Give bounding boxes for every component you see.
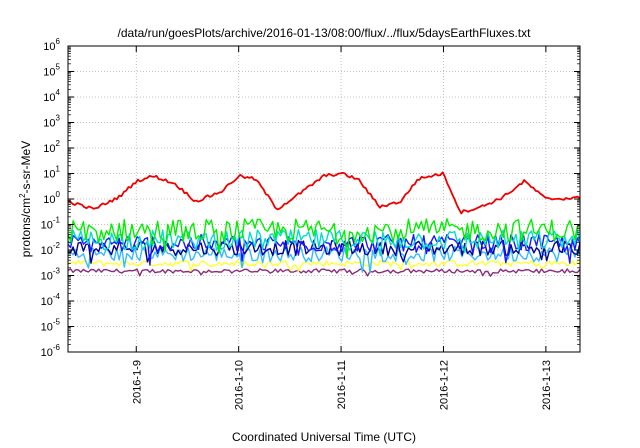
- y-tick-label: 10-3: [41, 267, 61, 283]
- y-tick-label: 10-2: [41, 241, 61, 257]
- y-tick-label: 106: [43, 37, 60, 53]
- y-tick-labels: 10-6 10-5 10-4 10-3 10-2 10-1 100 101 102 103 104 1…: [41, 37, 61, 359]
- series-layer: [67, 171, 581, 277]
- series-line: [67, 245, 581, 274]
- y-tick-label: 101: [43, 165, 60, 181]
- series-line: [67, 259, 581, 272]
- x-tick-labels: 2016-1-9 2016-1-10 2016-1-11 2016-1-12 2016-…: [131, 360, 553, 410]
- y-tick-label: 100: [43, 190, 60, 206]
- grid-lines: [68, 46, 580, 352]
- x-tick-label: 2016-1-10: [234, 360, 246, 410]
- axis-ticks: [68, 45, 580, 353]
- y-tick-label: 10-1: [41, 216, 61, 232]
- series-line: [67, 229, 581, 257]
- y-tick-label: 103: [43, 114, 60, 130]
- y-axis-label: protons/cm2-s-sr-MeV: [18, 141, 33, 257]
- series-line: [67, 239, 581, 264]
- y-tick-label: 10-5: [41, 318, 61, 334]
- x-tick-label: 2016-1-11: [336, 360, 348, 409]
- series-line: [67, 171, 581, 215]
- series-line: [67, 268, 581, 277]
- x-tick-label: 2016-1-13: [541, 360, 553, 410]
- y-tick-label: 10-4: [41, 292, 61, 308]
- x-tick-label: 2016-1-9: [131, 360, 143, 404]
- y-tick-label: 104: [43, 88, 60, 104]
- y-tick-label: 105: [43, 63, 60, 79]
- y-tick-label: 10-6: [41, 343, 61, 359]
- x-axis-label: Coordinated Universal Time (UTC): [232, 430, 416, 444]
- x-tick-label: 2016-1-12: [438, 360, 450, 410]
- y-tick-label: 102: [43, 139, 60, 155]
- chart-title: /data/run/goesPlots/archive/2016-01-13/0…: [118, 26, 532, 40]
- series-line: [67, 218, 581, 258]
